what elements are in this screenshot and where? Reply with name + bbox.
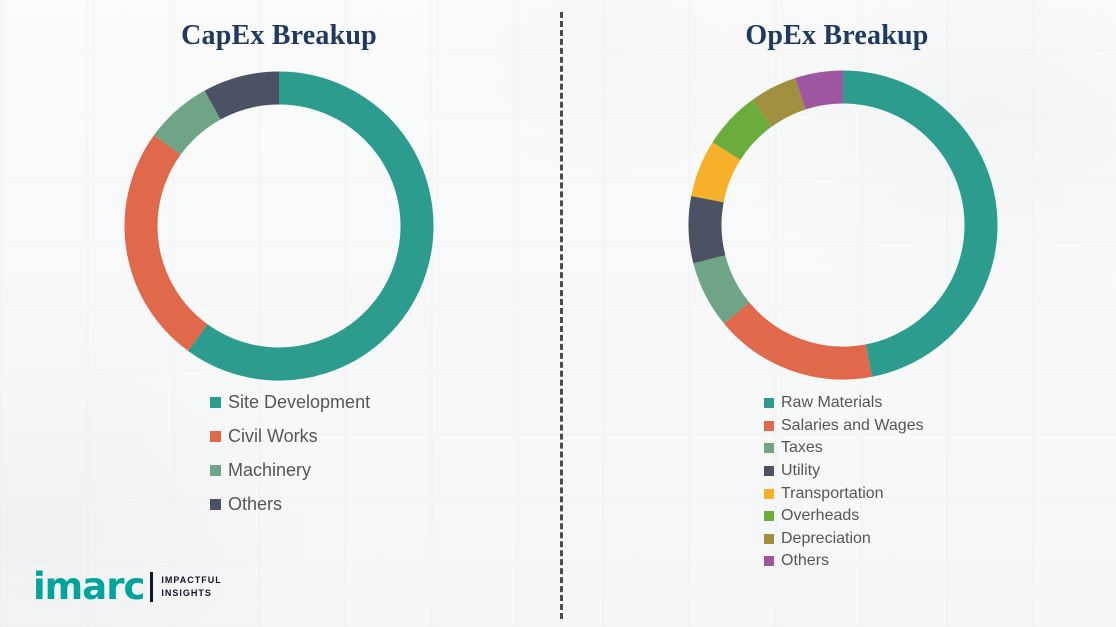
legend-swatch-utility [764,466,774,477]
legend-swatch-machinery [210,464,221,476]
legend-label-machinery: Machinery [228,459,312,480]
opex-donut-chart [688,70,998,380]
logo-tagline-line1: IMPACTFUL [161,575,222,586]
legend-label-others: Others [781,552,830,570]
donut-segment-machinery [154,90,221,155]
legend-label-taxes: Taxes [781,439,823,457]
legend-label-overheads: Overheads [781,507,860,525]
legend-swatch-overheads [764,511,774,522]
donut-segment-others [204,71,280,120]
legend-swatch-others [210,498,221,510]
legend-swatch-depreciation [764,533,774,544]
donut-segment-depreciation [752,78,806,127]
legend-label-transportation: Transportation [781,484,884,502]
legend-item-others: Others [764,550,924,573]
donut-segment-taxes [693,254,750,324]
capex-title: CapEx Breakup [181,20,377,51]
imarc-logo: imarc IMPACTFUL INSIGHTS [33,568,222,605]
capex-donut-chart [124,71,434,381]
opex-title: OpEx Breakup [745,20,929,51]
legend-item-salaries-and-wages: Salaries and Wages [764,415,924,438]
donut-segment-civil-works [124,135,208,351]
legend-item-utility: Utility [764,460,924,483]
donut-segment-salaries-and-wages [723,302,872,380]
legend-item-raw-materials: Raw Materials [764,392,924,415]
legend-label-depreciation: Depreciation [781,529,871,547]
donut-segment-site-development [188,71,434,381]
legend-item-transportation: Transportation [764,482,924,505]
legend-label-site-development: Site Development [228,391,371,412]
imarc-logo-text: imarc [33,565,145,608]
legend-label-civil-works: Civil Works [228,425,318,446]
opex-legend: Raw Materials Salaries and Wages Taxes Util… [764,392,924,573]
legend-swatch-others [764,556,774,567]
logo-divider-bar [150,571,154,602]
legend-item-taxes: Taxes [764,437,924,460]
donut-segment-transportation [691,142,741,203]
legend-item-site-development: Site Development [210,385,370,419]
logo-tagline-line2: INSIGHTS [161,587,212,598]
legend-label-raw-materials: Raw Materials [781,394,883,412]
donut-segment-utility [688,196,726,264]
legend-item-machinery: Machinery [210,453,370,487]
legend-item-depreciation: Depreciation [764,528,924,551]
donut-segment-raw-materials [842,70,998,377]
legend-swatch-raw-materials [764,398,774,409]
legend-swatch-site-development [210,396,221,408]
legend-label-salaries-and-wages: Salaries and Wages [781,416,924,434]
legend-label-others: Others [228,493,283,514]
legend-swatch-civil-works [210,430,221,442]
legend-swatch-salaries-and-wages [764,420,774,431]
legend-swatch-taxes [764,443,774,454]
capex-legend: Site Development Civil Works Machinery Othe… [210,385,370,521]
legend-item-civil-works: Civil Works [210,419,370,453]
legend-swatch-transportation [764,488,774,499]
donut-segment-others [795,70,844,110]
legend-item-others: Others [210,487,370,521]
divider-dashed-line [560,12,563,619]
logo-tagline: IMPACTFUL INSIGHTS [161,574,221,598]
legend-item-overheads: Overheads [764,505,924,528]
legend-label-utility: Utility [781,462,821,480]
donut-segment-overheads [712,100,772,161]
